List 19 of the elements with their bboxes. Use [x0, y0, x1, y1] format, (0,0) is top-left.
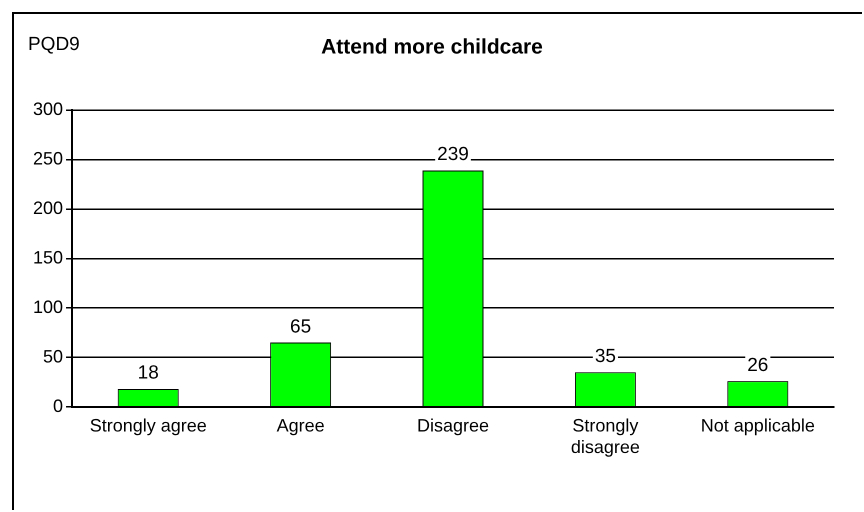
y-tick-label: 250 — [32, 148, 64, 169]
data-label: 239 — [437, 144, 469, 166]
x-tick-label: Strongly disagree — [570, 416, 640, 458]
data-label: 35 — [594, 346, 616, 367]
x-tick-label: Disagree — [416, 416, 490, 436]
data-label: 26 — [747, 354, 768, 376]
x-tick-label: Strongly agree — [90, 416, 207, 436]
x-tick-label: Agree — [276, 416, 325, 436]
data-label: 65 — [290, 316, 312, 338]
y-tick-label: 200 — [32, 198, 64, 218]
y-tick-label: 50 — [43, 346, 64, 366]
data-label: 18 — [138, 362, 159, 384]
y-tick-label: 150 — [32, 247, 64, 268]
y-tick-label: 300 — [32, 99, 64, 120]
y-tick-label: 100 — [32, 296, 64, 317]
text: PQD9 — [28, 34, 80, 56]
x-tick-label: Not applicable — [700, 416, 815, 436]
chart-title: Attend more childcare — [321, 35, 543, 58]
y-tick-label: 0 — [53, 396, 64, 416]
